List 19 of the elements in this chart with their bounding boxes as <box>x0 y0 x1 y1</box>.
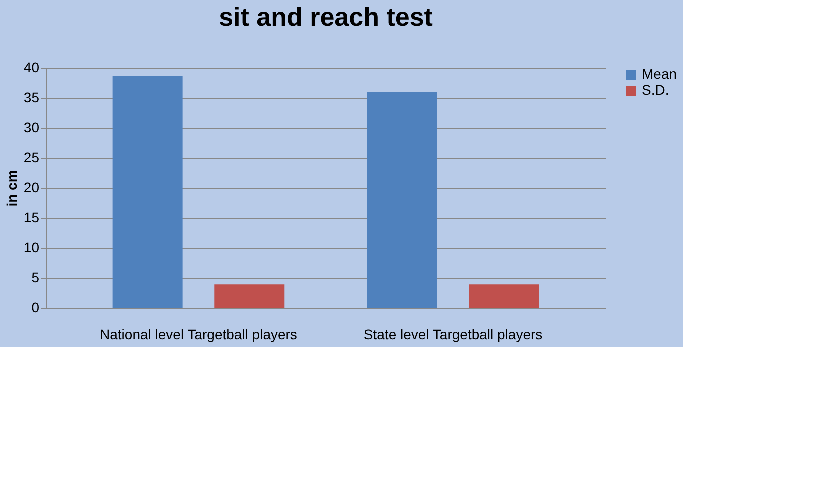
chart-title: sit and reach test <box>219 2 434 32</box>
x-tick-label: National level Targetball players <box>100 326 298 342</box>
bar <box>367 92 438 308</box>
y-tick-label: 15 <box>24 210 40 226</box>
y-tick-label: 35 <box>24 90 40 106</box>
y-tick-label: 40 <box>24 60 40 76</box>
y-tick-label: 10 <box>24 240 40 256</box>
legend-label: S.D. <box>642 82 670 98</box>
legend-label: Mean <box>642 66 678 82</box>
bar <box>112 76 183 308</box>
y-tick-label: 20 <box>24 180 40 196</box>
x-tick-label: State level Targetball players <box>364 326 543 342</box>
bar <box>214 284 285 308</box>
y-axis-title: in cm <box>4 170 20 207</box>
y-tick-label: 25 <box>24 150 40 166</box>
y-tick-label: 0 <box>32 300 40 316</box>
bar <box>469 284 540 308</box>
y-tick-label: 30 <box>24 120 40 136</box>
y-tick-label: 5 <box>32 270 40 286</box>
